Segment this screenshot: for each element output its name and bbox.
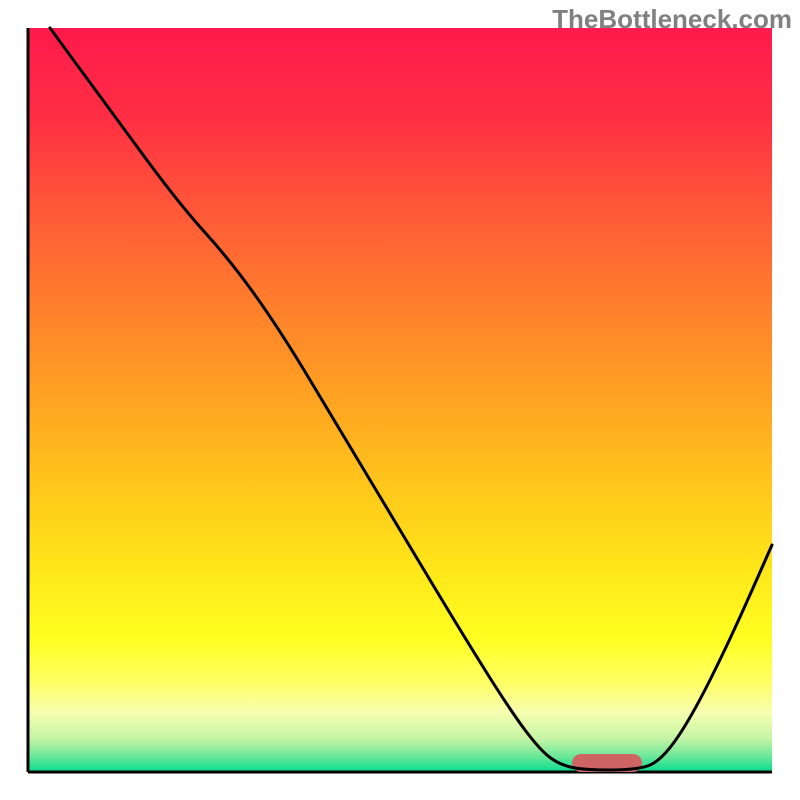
- bottleneck-chart: [0, 0, 800, 800]
- plot-area: [28, 28, 772, 772]
- chart-stage: TheBottleneck.com: [0, 0, 800, 800]
